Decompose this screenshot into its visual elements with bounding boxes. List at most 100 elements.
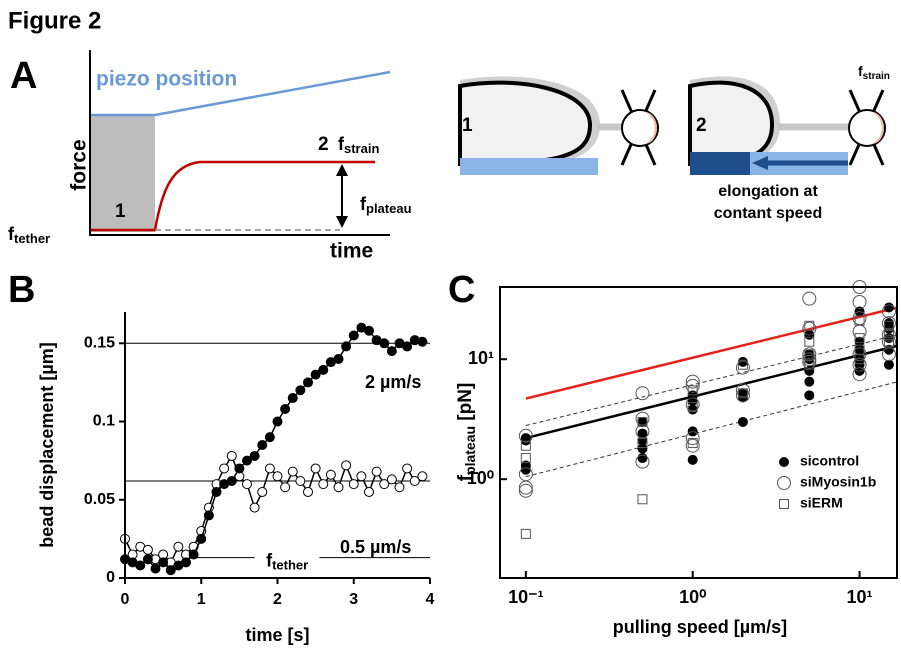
x-axis-label: time [s] (245, 625, 309, 645)
point (417, 336, 428, 347)
point (685, 374, 700, 389)
point (303, 377, 313, 388)
point (737, 359, 748, 370)
point (341, 341, 352, 352)
point (687, 385, 698, 396)
point (777, 476, 791, 490)
point (520, 435, 531, 446)
point (158, 557, 169, 568)
point (687, 401, 698, 412)
point (520, 453, 531, 464)
point (852, 294, 867, 309)
x-tick-label: 2 (273, 591, 282, 608)
label-main: f (455, 474, 476, 481)
y-axis-label: fplateau [pN] (455, 383, 478, 482)
force-curve (90, 160, 375, 232)
point (804, 320, 815, 331)
point (804, 349, 815, 360)
point (881, 327, 896, 342)
reference-label: ftether (266, 550, 308, 573)
x-tick-label: 10⁻¹ (508, 587, 544, 607)
point (685, 431, 700, 446)
label-sub: tether (272, 558, 308, 573)
point (173, 541, 184, 552)
point (881, 316, 896, 331)
frame (499, 286, 898, 579)
y-tick-label: 0.15 (84, 335, 115, 352)
panel-letter: A (10, 55, 37, 97)
point (802, 347, 817, 362)
point (881, 347, 896, 362)
point (804, 376, 815, 387)
point (242, 455, 252, 466)
legend-label: sicontrol (800, 453, 859, 469)
point (687, 438, 698, 449)
point (520, 440, 531, 451)
point (379, 479, 390, 490)
point (635, 454, 650, 469)
point (394, 482, 405, 493)
point (280, 404, 291, 415)
point (685, 397, 700, 412)
piezo-line (90, 70, 391, 117)
point (257, 440, 268, 450)
point (379, 338, 390, 349)
point (371, 466, 382, 477)
point (303, 486, 313, 497)
x-axis-label: pulling speed [µm/s] (613, 617, 787, 637)
point (348, 330, 359, 341)
label: fstrain (338, 134, 379, 157)
point (295, 475, 306, 486)
y-tick-label: 0.05 (84, 491, 115, 508)
legend-label: siERM (800, 495, 843, 511)
point (287, 466, 298, 477)
point (364, 486, 374, 497)
point (802, 291, 817, 306)
point (854, 315, 865, 326)
legend-label: siMyosin1b (800, 474, 876, 490)
point (687, 454, 698, 465)
point (520, 464, 531, 475)
axes (124, 312, 430, 579)
figure-title: Figure 2 (8, 7, 101, 34)
point (402, 463, 413, 474)
point (219, 463, 230, 474)
point (181, 557, 191, 568)
caption: elongation at (718, 183, 818, 200)
panel-letter: C (448, 269, 475, 311)
x-tick-label: 0 (121, 591, 130, 608)
point (318, 479, 329, 490)
point (518, 480, 533, 495)
point (804, 359, 815, 370)
point (637, 416, 648, 427)
series-label: 2 µm/s (365, 372, 421, 392)
point (310, 463, 321, 474)
point (881, 304, 896, 319)
point (852, 347, 867, 362)
point (737, 388, 748, 399)
point (142, 544, 153, 555)
label: ftether (8, 224, 50, 247)
point (804, 390, 815, 401)
point (257, 486, 268, 497)
label-rest: [pN] (455, 383, 476, 426)
x-tick-label: 10¹ (847, 587, 873, 607)
point (249, 450, 260, 461)
series-label: 0.5 µm/s (340, 537, 411, 557)
point (883, 359, 894, 370)
y-tick-label: 0.1 (93, 413, 115, 430)
point (295, 385, 306, 396)
point (779, 499, 789, 509)
point (854, 344, 865, 355)
point (883, 302, 894, 313)
fit-line (525, 381, 898, 478)
point (883, 336, 894, 347)
point (852, 357, 867, 372)
label: 1 (462, 115, 473, 136)
point (802, 352, 817, 367)
point (802, 354, 817, 369)
fit-line (525, 344, 898, 440)
label: 2 (696, 115, 707, 136)
point (386, 474, 397, 485)
